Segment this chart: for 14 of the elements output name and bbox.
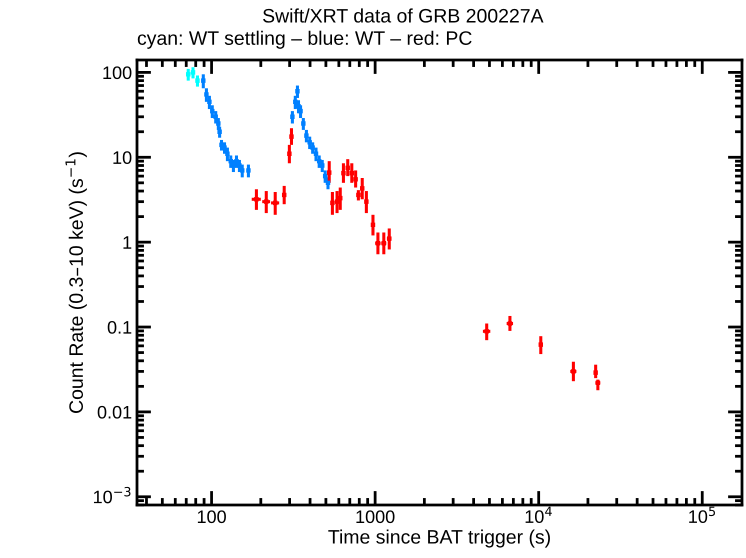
chart-subtitle: cyan: WT settling – blue: WT – red: PC bbox=[138, 30, 472, 49]
x-axis-title: Time since BAT trigger (s) bbox=[328, 529, 550, 548]
y-tick-label: 10$^{−3}$ bbox=[94, 486, 130, 504]
x-tick-label: 10$^{4}$ bbox=[526, 506, 552, 523]
y-tick-label: 0.01 bbox=[98, 406, 132, 419]
y-axis-title: Count Rate (0.3–10 keV) (s$^{−1}$) bbox=[65, 152, 87, 413]
y-tick-label: 1 bbox=[123, 236, 132, 249]
x-tick-label: 1000 bbox=[356, 510, 395, 524]
x-tick-label: 10$^{5}$ bbox=[689, 506, 715, 523]
y-tick-label: 0.1 bbox=[108, 320, 132, 334]
x-tick-label: 100 bbox=[198, 510, 226, 524]
y-tick-label: 10 bbox=[113, 151, 132, 164]
y-tick-label: 100 bbox=[103, 66, 132, 80]
chart-title: Swift/XRT data of GRB 200227A bbox=[263, 8, 544, 23]
